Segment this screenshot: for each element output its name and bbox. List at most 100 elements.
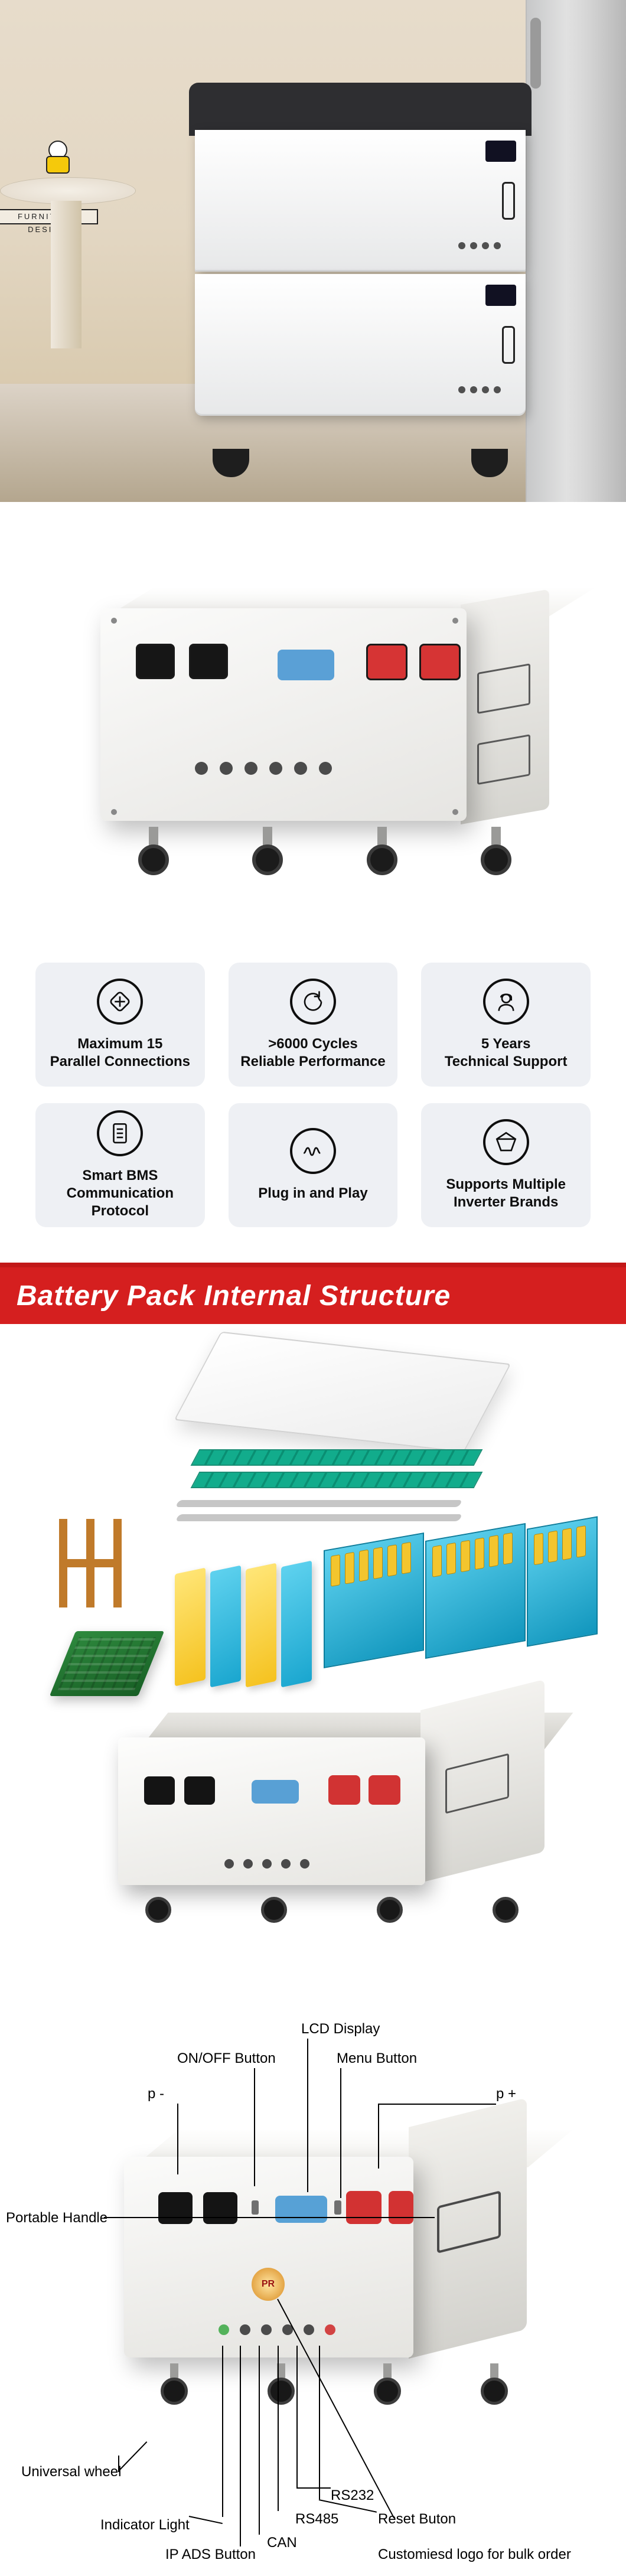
side-handle bbox=[502, 326, 515, 364]
busbar-strip bbox=[191, 1472, 483, 1488]
rs232-port bbox=[304, 2324, 314, 2335]
label-handle: Portable Handle bbox=[6, 2210, 107, 2226]
io-ports-row bbox=[219, 2324, 335, 2335]
label-p-minus: p - bbox=[148, 2086, 164, 2102]
feature-label: Maximum 15 Parallel Connections bbox=[50, 1035, 190, 1071]
lcd-display bbox=[485, 141, 516, 162]
feature-cycles: >6000 Cycles Reliable Performance bbox=[229, 963, 398, 1087]
brand-logo: PR bbox=[252, 2268, 285, 2301]
cell-plate bbox=[281, 1560, 312, 1687]
reset-button bbox=[325, 2324, 335, 2335]
indicator-light bbox=[219, 2324, 229, 2335]
vent-slot bbox=[477, 663, 530, 714]
parallel-icon bbox=[97, 979, 143, 1025]
lcd-display bbox=[275, 2196, 327, 2223]
side-table: FURNITURE DESIGN bbox=[0, 177, 136, 390]
bms-pcb bbox=[50, 1631, 164, 1696]
label-rs232: RS232 bbox=[331, 2487, 374, 2504]
exploded-view bbox=[0, 1324, 626, 1985]
label-can: CAN bbox=[267, 2535, 297, 2551]
portable-handle bbox=[437, 2190, 501, 2254]
label-rs485: RS485 bbox=[295, 2511, 338, 2528]
label-p-plus: p + bbox=[496, 2086, 516, 2102]
support-rod bbox=[175, 1514, 462, 1521]
busbar-strip bbox=[191, 1449, 483, 1466]
feature-grid: Maximum 15 Parallel Connections >6000 Cy… bbox=[35, 963, 591, 1227]
connector-neg-1 bbox=[136, 644, 175, 679]
feature-parallel: Maximum 15 Parallel Connections bbox=[35, 963, 205, 1087]
p-minus-connector bbox=[158, 2192, 193, 2224]
feature-label: Supports Multiple Inverter Brands bbox=[446, 1176, 566, 1211]
device-top-lid bbox=[189, 83, 532, 136]
vent-slot bbox=[477, 734, 530, 785]
toy-figure bbox=[41, 138, 77, 177]
lcd-display bbox=[252, 1780, 299, 1804]
p-plus-connector bbox=[346, 2191, 382, 2224]
copper-bracket bbox=[59, 1519, 130, 1607]
port-row bbox=[458, 242, 511, 249]
battery-module-upper bbox=[195, 130, 526, 272]
onoff-button bbox=[252, 2200, 259, 2215]
can-port bbox=[261, 2324, 272, 2335]
caster-wheels bbox=[143, 1889, 521, 1926]
label-indicator: Indicator Light bbox=[100, 2517, 190, 2533]
plug-icon bbox=[290, 1128, 336, 1174]
label-ipads: IP ADS Button bbox=[165, 2546, 256, 2563]
menu-button bbox=[334, 2200, 341, 2215]
support-icon bbox=[483, 979, 529, 1025]
cell-plate bbox=[210, 1565, 241, 1687]
connector-neg bbox=[184, 1776, 215, 1805]
cell-tray bbox=[324, 1532, 424, 1668]
support-rod bbox=[175, 1500, 462, 1507]
enclosure-case bbox=[118, 1702, 543, 1926]
internal-structure-banner: Battery Pack Internal Structure bbox=[0, 1263, 626, 1324]
feature-plug: Plug in and Play bbox=[229, 1103, 398, 1227]
labeled-battery-render: PR bbox=[124, 2121, 526, 2428]
port-row bbox=[458, 386, 511, 393]
inverter-icon bbox=[483, 1119, 529, 1165]
connector-pos bbox=[328, 1775, 360, 1805]
product-and-features: Maximum 15 Parallel Connections >6000 Cy… bbox=[0, 502, 626, 1263]
connector-pos bbox=[369, 1775, 400, 1805]
comm-ports bbox=[195, 762, 332, 775]
feature-support: 5 Years Technical Support bbox=[421, 963, 591, 1087]
hero-lifestyle-photo: FURNITURE DESIGN bbox=[0, 0, 626, 502]
separator-plate bbox=[175, 1567, 206, 1686]
book-spine: FURNITURE DESIGN bbox=[0, 209, 98, 224]
feature-label: Plug in and Play bbox=[258, 1185, 367, 1202]
battery-front-panel bbox=[100, 608, 467, 821]
lcd-display bbox=[278, 650, 334, 680]
feature-label: >6000 Cycles Reliable Performance bbox=[240, 1035, 385, 1071]
single-battery-render bbox=[53, 573, 573, 915]
top-cover bbox=[174, 1332, 511, 1453]
ipads-button bbox=[240, 2324, 250, 2335]
connector-pos-1 bbox=[366, 644, 407, 680]
label-wheel: Universal wheel bbox=[21, 2464, 121, 2480]
side-handle bbox=[502, 182, 515, 220]
lcd-display bbox=[485, 285, 516, 306]
caster-wheels bbox=[213, 449, 508, 482]
feature-bms: Smart BMS Communication Protocol bbox=[35, 1103, 205, 1227]
labeled-diagram: PR p - p + ON/OFF Button LCD Display Men… bbox=[0, 1985, 626, 2576]
battery-module-lower bbox=[195, 274, 526, 416]
battery-side-panel bbox=[461, 589, 549, 824]
caster-wheels bbox=[136, 827, 514, 880]
feature-inverter: Supports Multiple Inverter Brands bbox=[421, 1103, 591, 1227]
feature-label: Smart BMS Communication Protocol bbox=[47, 1167, 193, 1220]
p-minus-connector-2 bbox=[203, 2192, 237, 2224]
wardrobe-right bbox=[526, 0, 626, 502]
label-reset: Reset Buton bbox=[378, 2511, 456, 2528]
connector-neg-2 bbox=[189, 644, 228, 679]
p-plus-connector-2 bbox=[389, 2191, 413, 2224]
connector-pos-2 bbox=[419, 644, 461, 680]
label-logo: Customiesd logo for bulk order bbox=[378, 2546, 571, 2563]
label-onoff: ON/OFF Button bbox=[177, 2050, 276, 2067]
separator-plate bbox=[246, 1563, 276, 1687]
comm-ports bbox=[224, 1859, 309, 1869]
stacked-battery-hero bbox=[195, 83, 526, 449]
vent-slot bbox=[445, 1753, 509, 1814]
cell-tray bbox=[425, 1523, 526, 1659]
cell-tray bbox=[527, 1516, 598, 1646]
label-lcd: LCD Display bbox=[301, 2021, 380, 2037]
label-menu: Menu Button bbox=[337, 2050, 417, 2067]
